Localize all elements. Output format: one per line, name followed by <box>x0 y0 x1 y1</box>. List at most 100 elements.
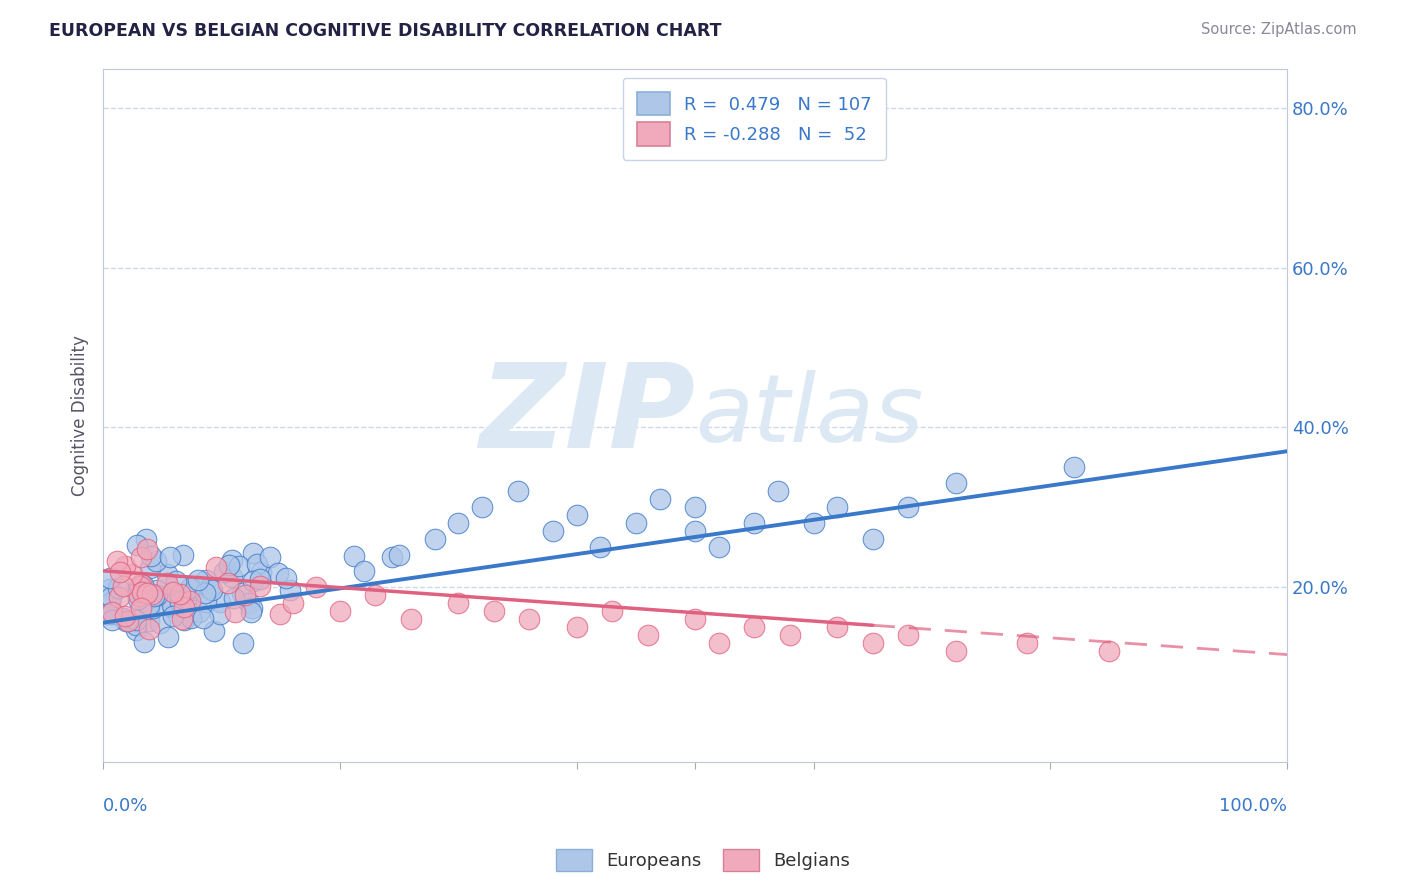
Point <box>471 500 494 514</box>
Point <box>202 624 225 639</box>
Point <box>145 554 167 568</box>
Point <box>399 612 422 626</box>
Point <box>131 588 153 602</box>
Point <box>204 560 226 574</box>
Point <box>170 612 193 626</box>
Point <box>201 582 224 597</box>
Point <box>541 524 564 538</box>
Point <box>683 612 706 626</box>
Point <box>159 549 181 564</box>
Point <box>111 579 134 593</box>
Point <box>245 557 267 571</box>
Legend: Europeans, Belgians: Europeans, Belgians <box>548 842 858 879</box>
Point <box>897 627 920 641</box>
Point <box>156 567 179 582</box>
Point <box>131 585 153 599</box>
Point <box>172 548 194 562</box>
Point <box>194 595 217 609</box>
Point <box>139 560 162 574</box>
Point <box>447 596 470 610</box>
Point <box>766 484 789 499</box>
Point <box>125 582 148 597</box>
Point <box>183 583 205 598</box>
Point <box>683 524 706 538</box>
Legend: R =  0.479   N = 107, R = -0.288   N =  52: R = 0.479 N = 107, R = -0.288 N = 52 <box>623 78 886 160</box>
Point <box>825 500 848 514</box>
Point <box>212 566 235 580</box>
Point <box>114 609 136 624</box>
Point <box>565 620 588 634</box>
Point <box>138 622 160 636</box>
Point <box>169 589 191 603</box>
Point <box>142 589 165 603</box>
Point <box>269 607 291 622</box>
Point <box>482 604 505 618</box>
Point <box>343 549 366 563</box>
Point <box>162 599 184 614</box>
Text: 0.0%: 0.0% <box>103 797 149 815</box>
Point <box>101 605 124 619</box>
Point <box>506 484 529 499</box>
Point <box>364 588 387 602</box>
Point <box>209 607 232 621</box>
Point <box>142 591 165 605</box>
Point <box>141 587 163 601</box>
Point <box>107 590 129 604</box>
Point <box>117 614 139 628</box>
Point <box>114 558 136 573</box>
Point <box>221 552 243 566</box>
Point <box>224 606 246 620</box>
Point <box>108 565 131 579</box>
Point <box>98 607 121 621</box>
Point <box>250 566 273 580</box>
Point <box>195 574 218 588</box>
Point <box>242 574 264 589</box>
Point <box>100 590 122 604</box>
Point <box>169 587 191 601</box>
Point <box>897 500 920 514</box>
Point <box>224 591 246 606</box>
Point <box>98 582 121 596</box>
Text: atlas: atlas <box>695 370 924 461</box>
Point <box>945 643 967 657</box>
Point <box>156 630 179 644</box>
Point <box>517 612 540 626</box>
Point <box>180 611 202 625</box>
Point <box>173 613 195 627</box>
Point <box>129 549 152 564</box>
Point <box>707 635 730 649</box>
Point <box>231 586 253 600</box>
Point <box>107 581 129 595</box>
Point <box>232 635 254 649</box>
Point <box>112 611 135 625</box>
Point <box>145 588 167 602</box>
Point <box>381 549 404 564</box>
Point <box>149 615 172 630</box>
Point <box>98 596 121 610</box>
Point <box>146 582 169 597</box>
Point <box>565 508 588 522</box>
Point <box>862 532 884 546</box>
Point <box>165 574 187 588</box>
Point <box>136 586 159 600</box>
Point <box>114 614 136 628</box>
Point <box>249 579 271 593</box>
Point <box>125 617 148 632</box>
Point <box>238 597 260 611</box>
Point <box>624 516 647 530</box>
Point <box>305 580 328 594</box>
Point <box>353 564 375 578</box>
Point <box>1015 635 1038 649</box>
Point <box>447 516 470 530</box>
Text: EUROPEAN VS BELGIAN COGNITIVE DISABILITY CORRELATION CHART: EUROPEAN VS BELGIAN COGNITIVE DISABILITY… <box>49 22 721 40</box>
Point <box>281 596 304 610</box>
Point <box>179 581 201 595</box>
Point <box>98 571 121 585</box>
Point <box>1098 643 1121 657</box>
Point <box>129 580 152 594</box>
Point <box>139 549 162 563</box>
Point <box>259 549 281 564</box>
Y-axis label: Cognitive Disability: Cognitive Disability <box>72 334 89 496</box>
Point <box>637 627 659 641</box>
Point <box>187 605 209 619</box>
